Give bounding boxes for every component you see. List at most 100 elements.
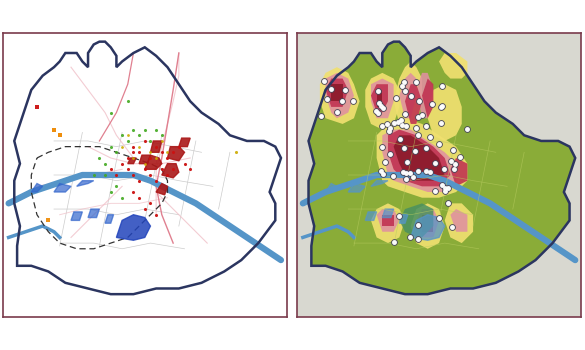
Point xyxy=(440,166,449,172)
Point xyxy=(455,154,464,159)
Point xyxy=(373,111,383,116)
Point xyxy=(394,213,403,218)
Point xyxy=(446,158,456,163)
Polygon shape xyxy=(383,209,394,218)
Point xyxy=(322,97,331,102)
Polygon shape xyxy=(422,215,433,232)
Polygon shape xyxy=(450,158,467,186)
Point xyxy=(146,172,155,178)
Point xyxy=(377,124,387,129)
Point xyxy=(441,185,450,190)
Point xyxy=(129,189,138,195)
Point xyxy=(378,105,388,110)
Point xyxy=(341,88,350,93)
Point xyxy=(406,93,415,98)
Point xyxy=(135,133,144,138)
Point xyxy=(418,112,427,118)
Polygon shape xyxy=(365,73,400,130)
Point xyxy=(413,236,422,241)
Point xyxy=(129,127,138,132)
Point xyxy=(405,234,415,239)
Point xyxy=(440,166,449,172)
Point xyxy=(444,201,453,206)
Polygon shape xyxy=(371,181,388,186)
Polygon shape xyxy=(32,183,43,192)
Point xyxy=(129,144,138,149)
Point xyxy=(374,100,384,106)
Polygon shape xyxy=(383,130,456,192)
Polygon shape xyxy=(128,158,136,164)
Polygon shape xyxy=(394,135,445,181)
Point xyxy=(348,99,357,104)
Point xyxy=(402,160,411,165)
Point xyxy=(101,161,110,167)
Polygon shape xyxy=(439,53,467,78)
Point xyxy=(146,138,155,144)
Point xyxy=(316,113,326,119)
Polygon shape xyxy=(116,215,150,240)
Point xyxy=(434,141,443,147)
Point xyxy=(394,120,403,125)
Point xyxy=(430,188,439,194)
Polygon shape xyxy=(371,78,394,118)
Polygon shape xyxy=(54,183,71,192)
Point xyxy=(414,223,423,228)
Point xyxy=(401,88,410,93)
Point xyxy=(463,126,472,132)
Polygon shape xyxy=(139,155,150,164)
Point xyxy=(438,84,447,89)
Point xyxy=(157,133,167,138)
Polygon shape xyxy=(411,203,445,249)
Point xyxy=(396,118,405,123)
Point xyxy=(425,134,435,140)
Point xyxy=(436,120,445,126)
Point xyxy=(123,98,132,104)
Point xyxy=(397,83,406,89)
Point xyxy=(444,201,453,206)
Point xyxy=(414,114,423,120)
Point xyxy=(421,123,431,129)
Point xyxy=(392,96,401,101)
Point xyxy=(414,223,423,228)
Point xyxy=(434,141,443,147)
Point xyxy=(413,236,422,241)
Point xyxy=(378,144,387,150)
Point xyxy=(413,132,422,138)
Point xyxy=(398,169,408,175)
Point xyxy=(337,98,346,104)
Point xyxy=(437,182,446,187)
Point xyxy=(436,120,445,126)
Point xyxy=(380,159,389,165)
Point xyxy=(450,166,459,172)
Point xyxy=(414,98,424,104)
Point xyxy=(397,122,407,128)
Polygon shape xyxy=(371,203,405,243)
Point xyxy=(382,121,391,127)
Polygon shape xyxy=(167,147,184,161)
Point xyxy=(441,185,450,190)
Polygon shape xyxy=(377,118,467,198)
Polygon shape xyxy=(450,209,467,232)
Point xyxy=(101,172,110,178)
Point xyxy=(146,155,155,161)
Point xyxy=(129,149,138,155)
Polygon shape xyxy=(88,209,99,218)
Point xyxy=(348,99,357,104)
Point xyxy=(402,160,411,165)
Point xyxy=(89,172,98,178)
Point xyxy=(448,147,457,153)
Point xyxy=(380,159,389,165)
Point xyxy=(408,174,418,180)
Point xyxy=(448,224,457,230)
Point xyxy=(425,134,435,140)
Point xyxy=(157,149,167,155)
Point xyxy=(118,133,127,138)
Point xyxy=(435,215,444,221)
Point xyxy=(425,169,435,175)
Point xyxy=(401,170,411,176)
Point xyxy=(319,79,329,84)
Polygon shape xyxy=(179,138,190,147)
Point xyxy=(319,79,329,84)
Point xyxy=(405,170,414,176)
Point xyxy=(118,161,127,167)
